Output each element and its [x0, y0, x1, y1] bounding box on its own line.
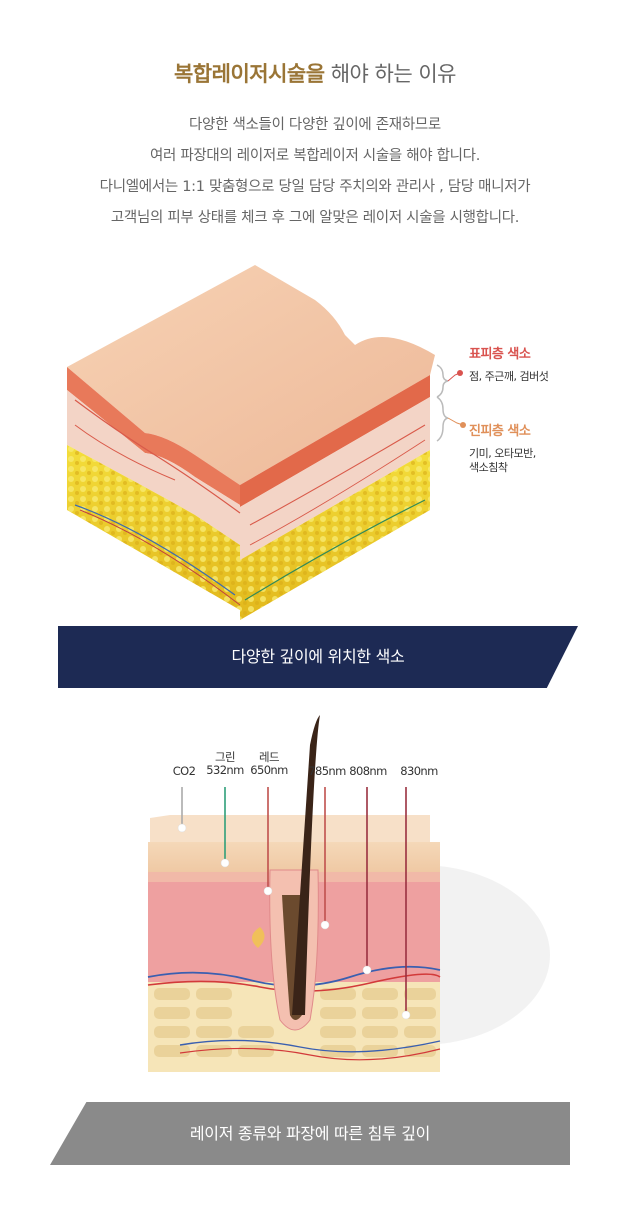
intro-line: 고객님의 피부 상태를 체크 후 그에 알맞은 레이저 시술을 시행합니다. [110, 210, 520, 226]
title-accent: 복합레이저시술을 [173, 62, 325, 86]
wavelength-label-co2: CO2 [172, 764, 196, 778]
laser-penetration-illustration: CO2 그린 532nm 레드 650nm 785nm 808nm 830nm [120, 715, 560, 1085]
page-title: 복합레이저시술을 해야 하는 이유 [0, 58, 630, 88]
wavelength-label-red: 레드 650nm [250, 750, 288, 777]
skin-layers-illustration: 표피층 색소 점, 주근깨, 검버섯 진피층 색소 기미, 오타모반, 색소침착 [55, 255, 595, 625]
dermis-pigment-desc-2: 색소침착 [469, 461, 508, 474]
intro-text: 다양한 색소들이 다양한 깊이에 존재하므로 여러 파장대의 레이저로 복합레이… [0, 110, 630, 234]
wavelength-label-808: 808nm [349, 764, 387, 778]
wavelength-label-830: 830nm [400, 764, 438, 778]
pigment-depth-caption: 다양한 깊이에 위치한 색소 [58, 626, 578, 688]
dermis-pigment-desc-1: 기미, 오타모반, [469, 447, 536, 460]
epidermis-pigment-title: 표피층 색소 [469, 347, 531, 362]
epidermis-pigment-desc: 점, 주근깨, 검버섯 [469, 370, 549, 383]
skin-cube-graphic [67, 265, 466, 620]
laser-depth-graphic [147, 715, 550, 1072]
dermis-pigment-title: 진피층 색소 [469, 424, 531, 439]
title-rest: 해야 하는 이유 [324, 62, 457, 86]
wavelength-label-green: 그린 532nm [206, 750, 244, 777]
intro-line: 여러 파장대의 레이저로 복합레이저 시술을 해야 합니다. [149, 148, 481, 164]
wavelength-label-785: 785nm [308, 764, 346, 778]
intro-line: 다니엘에서는 1:1 맞춤형으로 당일 담당 주치의와 관리사 , 담당 매니저… [99, 179, 531, 195]
intro-line: 다양한 색소들이 다양한 깊이에 존재하므로 [189, 117, 441, 133]
laser-depth-caption: 레이저 종류와 파장에 따른 침투 깊이 [50, 1102, 570, 1165]
